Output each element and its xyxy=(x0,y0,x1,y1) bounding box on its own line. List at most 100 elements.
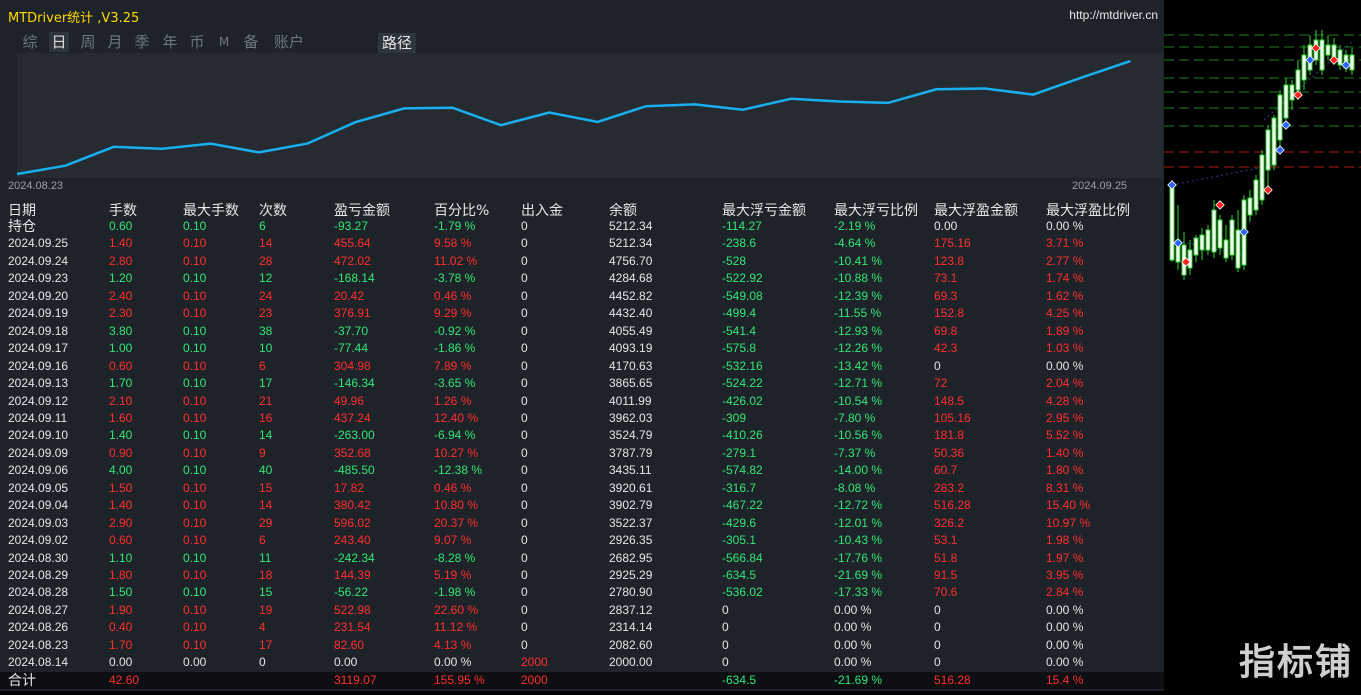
table-cell: 1.40 xyxy=(109,236,133,251)
table-row: 2024.09.12 2.10 0.10 21 49.96 1.26 % 0 4011.99 -… xyxy=(0,393,1164,410)
table-cell: 1.80 xyxy=(109,568,133,582)
candle-body xyxy=(1187,249,1193,269)
table-row: 2024.09.20 2.40 0.10 24 20.42 0.46 % 0 4452.82 -… xyxy=(0,288,1164,305)
table-cell: 0 xyxy=(521,533,528,548)
tab-9[interactable]: 账户 xyxy=(273,33,304,51)
table-cell: -10.56 % xyxy=(834,428,883,443)
table-cell: 376.91 xyxy=(334,306,371,321)
table-cell: 1.97 % xyxy=(1046,550,1084,565)
table-cell: 72 xyxy=(934,376,948,391)
equity-point xyxy=(209,142,212,145)
candle-body xyxy=(1325,44,1331,56)
table-cell: 1.80 % xyxy=(1046,463,1084,478)
tab-8[interactable]: 备 xyxy=(243,33,259,51)
table-row: 持仓 0.60 0.10 6 -93.27 -1.79 % 0 5212.34 -114.27 -… xyxy=(0,218,1164,235)
table-cell: -242.34 xyxy=(334,550,375,565)
tab-5[interactable]: 年 xyxy=(162,33,178,51)
table-cell: 0.00 xyxy=(109,655,133,670)
statistics-panel: MTDriver统计 ,V3.25 http://mtdriver.cn 综日周… xyxy=(0,0,1164,691)
trade-marker xyxy=(1239,227,1249,237)
table-cell: -634.5 xyxy=(722,568,757,582)
table-row: 2024.08.14 0.00 0.00 0 0.00 0.00 % 2000 2000.00… xyxy=(0,654,1164,671)
table-cell: 2.77 % xyxy=(1046,253,1084,268)
table-row: 2024.09.17 1.00 0.10 10 -77.44 -1.86 % 0 4093.1… xyxy=(0,340,1164,357)
table-cell: 3435.11 xyxy=(609,463,652,478)
tab-3[interactable]: 月 xyxy=(107,33,123,51)
table-cell: 596.02 xyxy=(334,515,371,530)
table-cell: -1.86 % xyxy=(434,341,476,356)
tab-6[interactable]: 币 xyxy=(189,33,205,51)
table-cell: 2024.09.02 xyxy=(8,533,69,548)
table-cell: 28 xyxy=(259,253,273,268)
table-cell: -305.1 xyxy=(722,533,757,548)
table-cell: -10.54 % xyxy=(834,393,883,408)
tab-2[interactable]: 周 xyxy=(80,33,96,51)
table-cell: 2780.90 xyxy=(609,585,653,600)
table-cell: 0.00 % xyxy=(1046,620,1084,635)
table-cell: 3.80 xyxy=(109,323,133,338)
table-cell: 0.10 xyxy=(183,637,207,652)
table-row: 2024.09.04 1.40 0.10 14 380.42 10.80 % 0 3902.7… xyxy=(0,497,1164,514)
table-cell: 0 xyxy=(934,358,941,373)
column-header: 日期 xyxy=(8,203,36,219)
equity-point xyxy=(64,164,67,167)
table-cell: 0.10 xyxy=(183,376,207,391)
column-header: 次数 xyxy=(259,203,287,219)
trade-marker xyxy=(1281,120,1291,130)
candle-body xyxy=(1277,94,1283,141)
table-cell: 4055.49 xyxy=(609,323,653,338)
table-cell: 2.30 xyxy=(109,306,133,321)
column-header: 最大浮盈金额 xyxy=(934,203,1018,219)
table-cell: 0.46 % xyxy=(434,480,472,495)
candle-body xyxy=(1301,54,1307,81)
table-cell: 0.60 xyxy=(109,533,133,548)
table-cell: 2024.09.11 xyxy=(8,410,68,425)
tab-7[interactable]: M xyxy=(218,35,230,49)
candle-body xyxy=(1259,154,1265,201)
tab-1[interactable]: 日 xyxy=(49,32,69,52)
table-cell: 2314.14 xyxy=(609,620,653,635)
table-cell: 16 xyxy=(259,410,273,425)
table-cell: 0 xyxy=(521,271,528,286)
table-cell: -10.41 % xyxy=(834,253,883,268)
table-cell: 0 xyxy=(521,219,528,233)
table-cell: 181.8 xyxy=(934,428,965,443)
table-cell: 14 xyxy=(259,428,273,443)
table-cell: 2024.09.05 xyxy=(8,480,69,495)
candle-body xyxy=(1253,179,1259,211)
equity-point xyxy=(1129,60,1131,62)
table-cell: 17 xyxy=(259,376,273,391)
table-cell: 4.00 xyxy=(109,463,133,478)
table-row: 2024.08.23 1.70 0.10 17 82.60 4.13 % 0 2082.60 0… xyxy=(0,637,1164,654)
table-row: 2024.08.30 1.10 0.10 11 -242.34 -8.28 % 0 2682.… xyxy=(0,550,1164,567)
equity-point xyxy=(258,151,260,154)
trade-marker xyxy=(1275,145,1285,155)
table-cell: 1.74 % xyxy=(1046,271,1084,286)
tab-0[interactable]: 综 xyxy=(22,33,38,51)
table-cell: 22.60 % xyxy=(434,602,479,617)
candle-body xyxy=(1169,184,1175,261)
table-cell: 5212.34 xyxy=(609,219,653,233)
table-cell: -309 xyxy=(722,410,747,425)
table-cell: 0 xyxy=(521,463,528,478)
table-cell: -566.84 xyxy=(722,550,763,565)
price-chart-window[interactable]: 指标铺 xyxy=(1164,0,1361,691)
table-cell: 0.10 xyxy=(183,533,207,548)
table-cell: -13.42 % xyxy=(834,358,883,373)
tab-path[interactable]: 路径 xyxy=(378,33,417,53)
table-cell: 105.16 xyxy=(934,410,971,425)
table-cell: 2024.09.23 xyxy=(8,271,69,286)
equity-point xyxy=(790,97,793,100)
table-row: 2024.09.16 0.60 0.10 6 304.98 7.89 % 0 4170.63 -… xyxy=(0,358,1164,375)
table-cell: 0 xyxy=(722,655,729,670)
table-cell: 0.00 xyxy=(934,219,958,233)
table-cell: 0 xyxy=(521,288,528,303)
table-cell: 1.62 % xyxy=(1046,288,1084,303)
candles-group xyxy=(1167,30,1355,280)
equity-point xyxy=(742,108,744,111)
table-cell: 4432.40 xyxy=(609,306,653,321)
site-link[interactable]: http://mtdriver.cn xyxy=(1069,8,1158,22)
tab-4[interactable]: 季 xyxy=(134,33,150,51)
table-row: 2024.08.27 1.90 0.10 19 522.98 22.60 % 0 2837.1… xyxy=(0,602,1164,619)
table-cell: 6 xyxy=(259,358,266,373)
